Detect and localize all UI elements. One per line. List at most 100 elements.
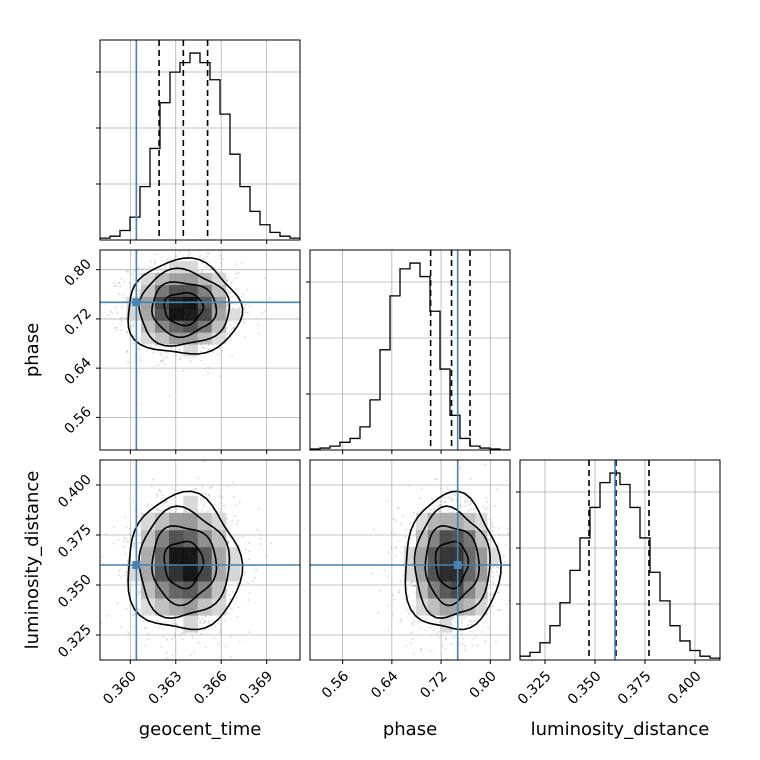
sample-point bbox=[125, 526, 128, 529]
y-tick-label-text: 0.400 bbox=[55, 472, 95, 512]
sample-point bbox=[123, 280, 126, 283]
sample-point bbox=[180, 633, 183, 636]
sample-point bbox=[213, 503, 216, 506]
sample-point bbox=[451, 499, 454, 502]
sample-point bbox=[491, 523, 494, 526]
y-tick-label-text: 0.325 bbox=[55, 622, 95, 662]
sample-point bbox=[200, 509, 203, 512]
sample-point bbox=[138, 280, 141, 283]
sample-point bbox=[204, 492, 207, 495]
sample-point bbox=[261, 311, 264, 314]
sample-point bbox=[128, 282, 131, 285]
sample-point bbox=[210, 486, 213, 489]
sample-point bbox=[411, 605, 414, 608]
sample-point bbox=[237, 271, 240, 274]
sample-point bbox=[492, 566, 495, 569]
sample-point bbox=[461, 617, 464, 620]
sample-point bbox=[459, 504, 462, 507]
sample-point bbox=[464, 645, 467, 648]
sample-point bbox=[230, 607, 233, 610]
sample-point bbox=[383, 569, 386, 572]
sample-point bbox=[238, 640, 241, 643]
sample-point bbox=[434, 478, 437, 481]
sample-point bbox=[435, 621, 438, 624]
sample-point bbox=[115, 326, 118, 329]
sample-point bbox=[220, 262, 223, 265]
sample-point bbox=[202, 622, 205, 625]
sample-point bbox=[148, 266, 151, 269]
density-cell bbox=[439, 615, 452, 633]
sample-point bbox=[147, 665, 149, 667]
sample-point bbox=[235, 321, 238, 324]
density-cell bbox=[155, 546, 170, 565]
sample-point bbox=[213, 637, 216, 640]
sample-point bbox=[207, 372, 210, 375]
sample-point bbox=[151, 478, 154, 481]
sample-point bbox=[237, 606, 240, 609]
sample-point bbox=[125, 270, 128, 273]
sample-point bbox=[257, 333, 260, 336]
density-cell bbox=[439, 564, 452, 582]
sample-point bbox=[459, 466, 462, 469]
sample-point bbox=[168, 511, 171, 514]
sample-point bbox=[438, 510, 441, 513]
sample-point bbox=[394, 546, 397, 549]
sample-point bbox=[121, 316, 124, 319]
sample-point bbox=[131, 324, 134, 327]
sample-point bbox=[388, 604, 391, 607]
sample-point bbox=[387, 551, 390, 554]
sample-point bbox=[485, 500, 488, 503]
sample-point bbox=[157, 509, 160, 512]
sample-point bbox=[119, 323, 122, 326]
sample-point bbox=[145, 626, 148, 629]
sample-point bbox=[220, 628, 223, 631]
sample-point bbox=[156, 619, 159, 622]
sample-point bbox=[420, 649, 423, 652]
sample-point bbox=[129, 326, 132, 329]
sample-point bbox=[227, 485, 230, 488]
sample-point bbox=[266, 554, 269, 557]
density-cell bbox=[211, 598, 227, 616]
sample-point bbox=[413, 584, 416, 587]
sample-point bbox=[452, 616, 455, 619]
sample-point bbox=[138, 293, 141, 296]
sample-point bbox=[226, 305, 229, 308]
x-axis-label-phase: phase bbox=[383, 719, 437, 740]
sample-point bbox=[470, 620, 473, 623]
x-tick-label: 0.363 bbox=[146, 668, 186, 708]
sample-point bbox=[439, 500, 442, 503]
sample-point bbox=[132, 321, 135, 324]
sample-point bbox=[200, 270, 203, 273]
sample-point bbox=[399, 580, 402, 583]
sample-point bbox=[203, 346, 206, 349]
sample-point bbox=[168, 394, 171, 397]
sample-point bbox=[114, 327, 117, 330]
y-tick-label: 0.375 bbox=[55, 522, 95, 562]
sample-point bbox=[226, 279, 229, 282]
histogram-geocent_time bbox=[100, 52, 300, 240]
sample-point bbox=[472, 619, 475, 622]
sample-point bbox=[193, 487, 196, 490]
x-tick-label: 0.360 bbox=[100, 668, 140, 708]
sample-point bbox=[160, 360, 163, 363]
sample-point bbox=[438, 621, 441, 624]
density-cell bbox=[140, 320, 156, 333]
sample-point bbox=[244, 311, 247, 314]
sample-point bbox=[497, 527, 500, 530]
sample-point bbox=[443, 496, 446, 499]
contour-3 bbox=[127, 257, 244, 355]
sample-point bbox=[387, 629, 390, 632]
contour-0 bbox=[163, 292, 205, 327]
sample-point bbox=[120, 329, 123, 332]
sample-point bbox=[441, 645, 444, 648]
sample-point bbox=[125, 607, 128, 610]
sample-point bbox=[449, 511, 452, 514]
sample-point bbox=[165, 355, 168, 358]
sample-point bbox=[444, 647, 447, 650]
sample-point bbox=[247, 631, 250, 634]
sample-point bbox=[248, 305, 251, 308]
sample-point bbox=[460, 506, 463, 509]
sample-point bbox=[112, 281, 115, 284]
x-axis-label-geocent_time: geocent_time bbox=[139, 719, 262, 740]
sample-point bbox=[178, 358, 181, 361]
